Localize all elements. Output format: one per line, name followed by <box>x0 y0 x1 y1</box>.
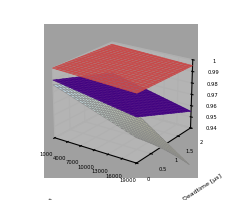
Y-axis label: Deadtime [µs]: Deadtime [µs] <box>183 173 223 200</box>
X-axis label: Switching
Frequency [Hz]: Switching Frequency [Hz] <box>37 196 85 200</box>
